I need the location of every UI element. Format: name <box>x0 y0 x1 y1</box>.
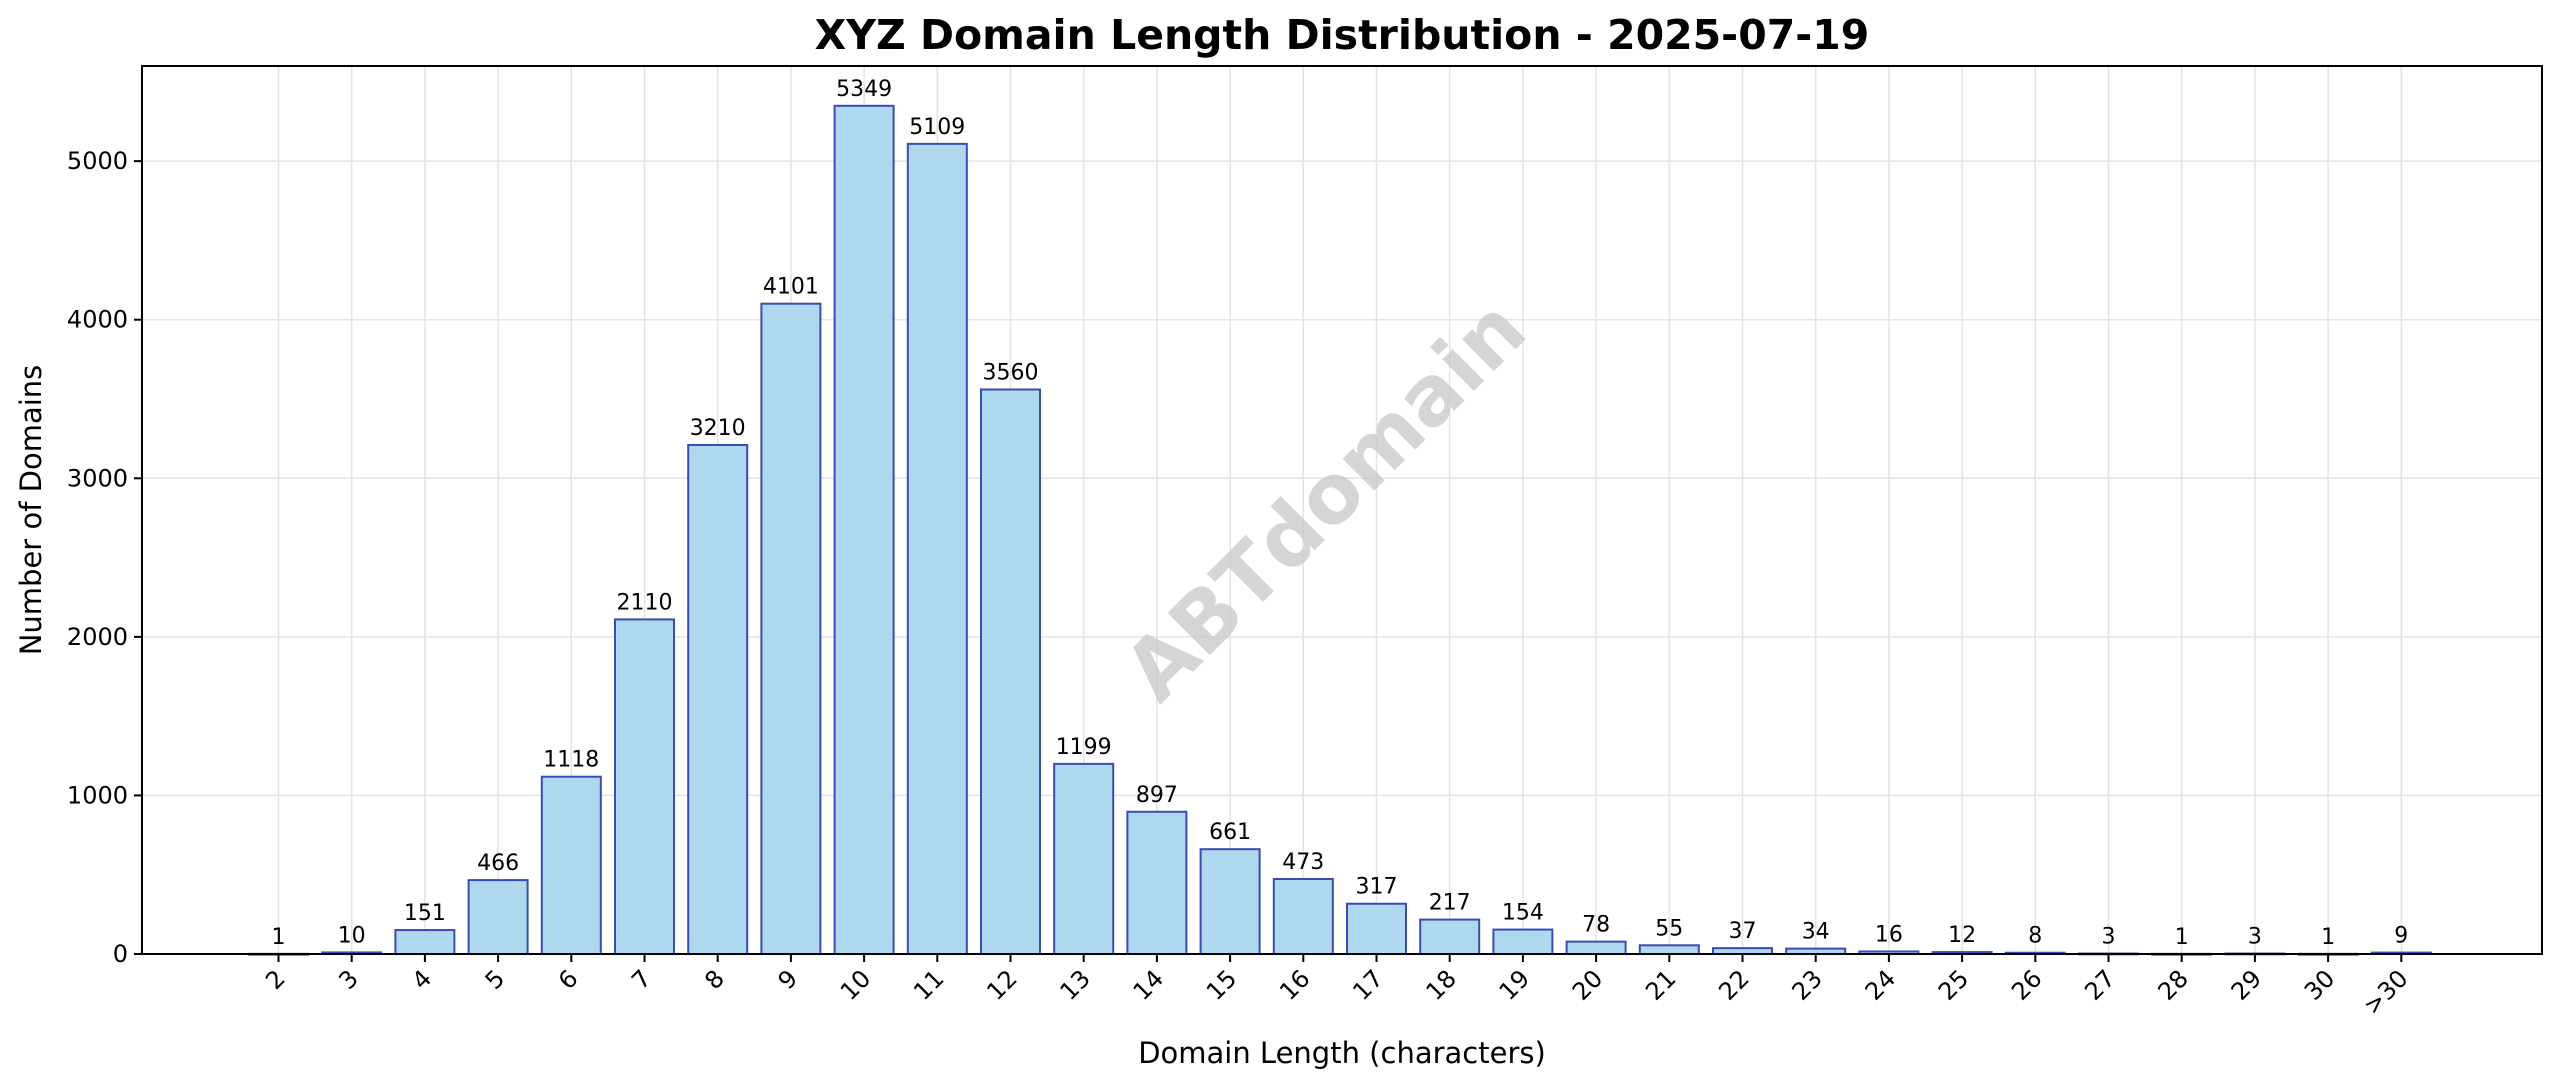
bar-length-8 <box>687 443 749 955</box>
y-tick-label: 3000 <box>67 464 128 492</box>
bar-length-10 <box>833 104 895 955</box>
bar-value-label: 897 <box>1136 783 1178 808</box>
bar-length-7 <box>614 618 675 956</box>
bar-value-label: 10 <box>338 923 366 948</box>
bar-value-label: 3 <box>2102 925 2116 950</box>
bar-value-label: 1 <box>2175 925 2189 950</box>
bar-length-14 <box>1126 810 1188 955</box>
bar-length-13 <box>1053 762 1115 955</box>
bar-value-label: 8 <box>2028 924 2042 949</box>
bar-value-label: 9 <box>2394 924 2408 949</box>
bar-length-16 <box>1272 877 1334 956</box>
bar-value-label: 3560 <box>983 360 1039 385</box>
y-tick-label: 4000 <box>67 306 128 334</box>
bar-value-label: 154 <box>1502 901 1544 926</box>
y-axis-ticks: 0 1000 2000 3000 4000 5000 <box>67 147 142 968</box>
bar-value-label: 4101 <box>763 275 819 300</box>
bar-length-17 <box>1346 902 1407 955</box>
bar-value-label: 1 <box>2321 925 2335 950</box>
bar-length-4 <box>394 929 456 956</box>
bar-value-label: 1118 <box>543 748 599 773</box>
bar-value-label: 78 <box>1582 913 1610 938</box>
x-axis-title: Domain Length (characters) <box>1138 1036 1546 1070</box>
bar-length-18 <box>1419 918 1481 956</box>
y-tick-label: 0 <box>113 940 128 968</box>
bar-value-label: 1199 <box>1056 735 1112 760</box>
y-axis-title: Number of Domains <box>14 365 48 656</box>
chart-title: XYZ Domain Length Distribution - 2025-07… <box>815 11 1870 59</box>
bar-value-label: 473 <box>1282 850 1324 875</box>
y-tick-label: 2000 <box>67 623 128 651</box>
bar-length-12 <box>980 388 1041 955</box>
bar-length-15 <box>1199 848 1261 955</box>
bar-value-label: 3210 <box>690 416 746 441</box>
y-tick-label: 1000 <box>67 781 128 809</box>
bar-value-label: 5109 <box>909 115 965 140</box>
bar-value-label: 5349 <box>836 77 892 102</box>
bar-length-21 <box>1638 944 1700 955</box>
bar-value-label: 466 <box>477 851 519 876</box>
bar-value-label: 55 <box>1655 916 1683 941</box>
bar-length-19 <box>1492 928 1554 956</box>
bar-value-label: 37 <box>1729 919 1757 944</box>
y-tick-label: 5000 <box>67 147 128 175</box>
bar-value-label: 1 <box>272 925 286 950</box>
bar-length-20 <box>1565 940 1627 955</box>
bar-value-label: 317 <box>1356 875 1398 900</box>
bar-length-5 <box>467 879 529 955</box>
bar-length-11 <box>906 142 968 955</box>
bar-value-label: 661 <box>1209 820 1251 845</box>
bar-value-label: 151 <box>404 901 446 926</box>
bar-length-6 <box>540 775 602 956</box>
plot-area-frame <box>141 65 2543 955</box>
bar-value-label: 16 <box>1875 922 1903 947</box>
bar-value-label: 2110 <box>617 590 673 615</box>
bar-value-label: 3 <box>2248 925 2262 950</box>
bar-length-9 <box>760 302 822 956</box>
bar-value-label: 34 <box>1802 920 1830 945</box>
bar-value-label: 12 <box>1948 923 1976 948</box>
data-labels: 1 101514661118211032104101534951093560119… <box>272 77 2409 950</box>
bar-value-label: 217 <box>1429 891 1471 916</box>
